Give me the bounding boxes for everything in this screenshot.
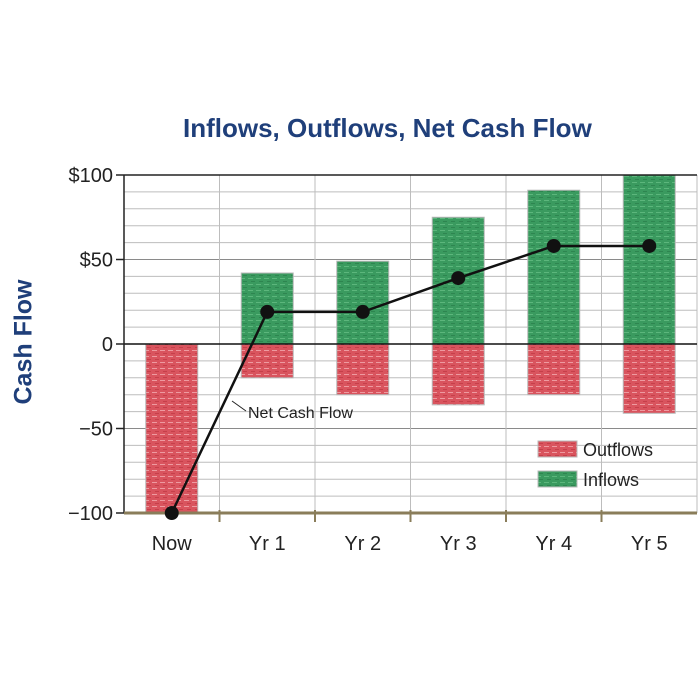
x-tick-label: Yr 2: [344, 533, 381, 555]
net-cash-flow-point: [451, 271, 466, 286]
legend-label: Outflows: [583, 440, 653, 460]
y-tick-label: $50: [80, 250, 113, 272]
outflow-bar: [527, 343, 581, 396]
y-tick-label: $100: [69, 165, 114, 187]
outflow-bar: [336, 343, 390, 396]
y-tick-label: 0: [102, 334, 113, 356]
net-cash-flow-point: [164, 506, 179, 520]
net-cash-flow-point: [260, 304, 275, 319]
net-cash-flow-point: [355, 304, 370, 319]
legend-swatch: [537, 440, 578, 458]
outflow-bar: [431, 343, 485, 406]
inflow-bar: [527, 189, 581, 345]
inflow-bar: [336, 260, 390, 345]
annotation-leader: [231, 400, 247, 412]
x-tick-label: Yr 4: [535, 533, 572, 555]
chart-title: Inflows, Outflows, Net Cash Flow: [183, 113, 592, 143]
outflow-bar: [622, 343, 676, 414]
y-tick-label: −50: [79, 419, 113, 441]
legend-swatch: [537, 470, 578, 488]
x-tick-label: Yr 1: [249, 533, 286, 555]
x-tick-label: Now: [152, 533, 193, 555]
annotation-label: Net Cash Flow: [248, 405, 353, 422]
net-cash-flow-line: [170, 244, 650, 514]
outflow-bar: [145, 343, 199, 514]
net-cash-flow-point: [546, 238, 561, 253]
inflow-bar: [622, 174, 676, 345]
y-tick-label: −100: [68, 503, 113, 525]
x-tick-label: Yr 3: [440, 533, 477, 555]
legend-label: Inflows: [583, 470, 639, 490]
x-tick-label: Yr 5: [631, 533, 668, 555]
net-cash-flow-point: [642, 238, 657, 253]
